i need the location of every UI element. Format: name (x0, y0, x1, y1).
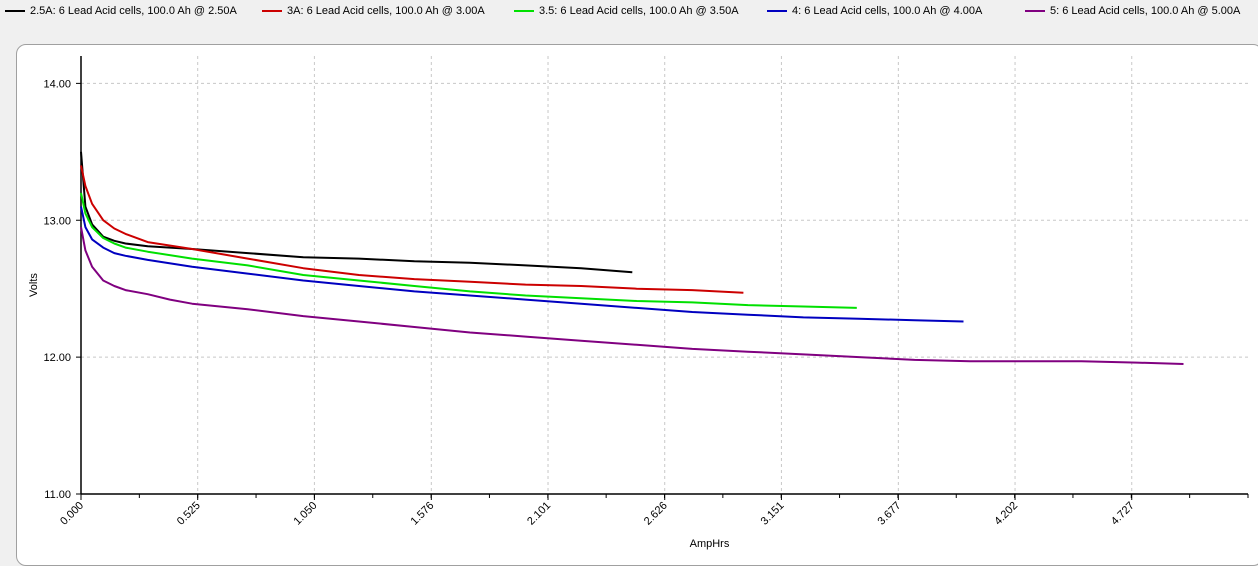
legend-item-3: 3.5: 6 Lead Acid cells, 100.0 Ah @ 3.50A (514, 5, 739, 17)
series-line-1 (80, 151, 633, 274)
legend-label: 4: 6 Lead Acid cells, 100.0 Ah @ 4.00A (792, 5, 983, 17)
x-tick-label: 3.151 (759, 500, 787, 528)
y-tick-label: 12.00 (43, 352, 71, 364)
x-tick-label: 0.525 (175, 500, 203, 528)
legend-label: 3.5: 6 Lead Acid cells, 100.0 Ah @ 3.50A (539, 5, 739, 17)
series-line-3 (80, 192, 857, 309)
series-line-2 (80, 165, 744, 294)
legend-swatch (1025, 10, 1045, 12)
legend-swatch (262, 10, 282, 12)
chart-legend: 2.5A: 6 Lead Acid cells, 100.0 Ah @ 2.50… (0, 0, 1258, 30)
legend-item-4: 4: 6 Lead Acid cells, 100.0 Ah @ 4.00A (767, 5, 982, 17)
legend-label: 5: 6 Lead Acid cells, 100.0 Ah @ 5.00A (1050, 5, 1241, 17)
x-tick-label: 4.727 (1109, 500, 1137, 528)
y-tick-label: 14.00 (43, 78, 71, 90)
x-axis-title: AmpHrs (690, 538, 730, 550)
series-line-5 (80, 226, 1184, 365)
legend-swatch (767, 10, 787, 12)
legend-item-5: 5: 6 Lead Acid cells, 100.0 Ah @ 5.00A (1025, 5, 1240, 17)
series-line-4 (80, 206, 964, 323)
x-tick-label: 3.677 (876, 500, 904, 528)
legend-item-1: 2.5A: 6 Lead Acid cells, 100.0 Ah @ 2.50… (5, 5, 237, 17)
y-tick-label: 13.00 (43, 215, 71, 227)
x-tick-label: 2.101 (525, 500, 553, 528)
legend-swatch (514, 10, 534, 12)
line-chart: 11.00 12.00 13.00 14.00 0.000 0.525 1.050 1.576… (28, 56, 1249, 550)
x-tick-label: 4.202 (992, 500, 1020, 528)
x-tick-label: 0.000 (58, 500, 86, 528)
legend-item-2: 3A: 6 Lead Acid cells, 100.0 Ah @ 3.00A (262, 5, 485, 17)
legend-swatch (5, 10, 25, 12)
x-tick-label: 2.626 (642, 500, 670, 528)
legend-label: 3A: 6 Lead Acid cells, 100.0 Ah @ 3.00A (287, 5, 485, 17)
legend-label: 2.5A: 6 Lead Acid cells, 100.0 Ah @ 2.50… (30, 5, 237, 17)
y-tick-label: 11.00 (44, 489, 71, 501)
x-tick-label: 1.576 (408, 500, 436, 528)
x-tick-label: 1.050 (292, 500, 320, 528)
y-axis-title: Volts (28, 273, 40, 297)
chart-panel (16, 44, 1258, 566)
